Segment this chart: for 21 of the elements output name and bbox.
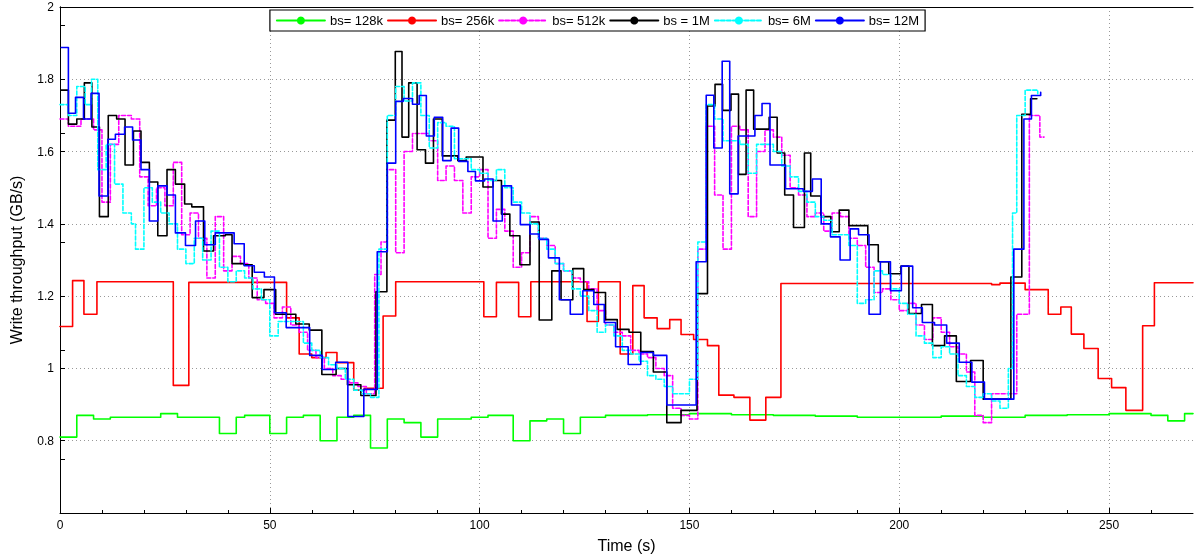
y-axis-title: Write throughput (GB/s) xyxy=(7,175,25,345)
y-tick-label: 1 xyxy=(47,361,55,376)
y-tick-label: 1.6 xyxy=(37,144,55,159)
legend-label: bs= 256k xyxy=(441,13,495,28)
legend-label: bs = 1M xyxy=(663,13,710,28)
legend-label: bs= 6M xyxy=(767,13,811,28)
y-tick-label: 1.2 xyxy=(37,289,55,304)
x-tick-label: 0 xyxy=(56,518,64,532)
x-tick-label: 100 xyxy=(469,518,490,532)
y-tick-label: 1.8 xyxy=(37,72,55,87)
y-tick-label: 2 xyxy=(47,0,55,14)
y-tick-label: 0.8 xyxy=(37,433,55,448)
x-tick-label: 250 xyxy=(1099,518,1120,532)
x-axis-title: Time (s) xyxy=(597,536,656,554)
legend-label: bs= 512k xyxy=(552,13,606,28)
y-tick-label: 1.4 xyxy=(37,216,55,231)
legend-label: bs= 128k xyxy=(329,13,384,28)
legend-label: bs= 12M xyxy=(868,13,920,28)
x-tick-label: 200 xyxy=(889,518,910,532)
x-tick-label: 50 xyxy=(263,518,277,532)
x-tick-label: 150 xyxy=(679,518,700,532)
